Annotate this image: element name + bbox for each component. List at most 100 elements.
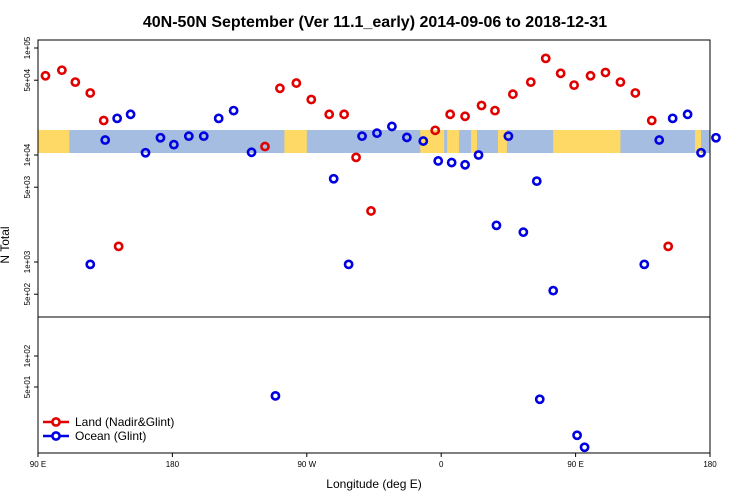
y-tick-label: 1e+03 (23, 250, 32, 273)
x-tick-label: 90 E (567, 460, 583, 469)
land-point (490, 105, 500, 116)
y-tick-label: 5e+04 (23, 68, 32, 91)
x-tick-label: 90 E (30, 460, 46, 469)
y-tick-label: 1e+02 (23, 344, 32, 367)
land-point (630, 88, 641, 98)
ocean-point (682, 109, 693, 120)
y-tick-label: 5e+02 (23, 282, 32, 305)
land-point (85, 88, 96, 98)
land-point (291, 78, 302, 88)
map-ocean (701, 130, 710, 153)
x-tick-label: 180 (703, 460, 717, 469)
land-point (275, 83, 285, 94)
ocean-point (518, 227, 529, 238)
map-ocean (620, 130, 696, 153)
ocean-point (270, 390, 281, 401)
ocean-point (531, 176, 542, 187)
ocean-point (460, 159, 470, 170)
ocean-point (696, 147, 706, 158)
ocean-point (112, 113, 123, 124)
ocean-point (446, 157, 457, 168)
legend: Land (Nadir&Glint)Ocean (Glint) (43, 415, 174, 443)
land-point (569, 80, 580, 91)
ocean-point (85, 259, 96, 270)
chart-title: 40N-50N September (Ver 11.1_early) 2014-… (143, 14, 607, 31)
ocean-point (228, 105, 239, 116)
y-tick-label: 1e+04 (23, 143, 32, 166)
upper-plot-frame (37, 39, 711, 318)
ocean-point (548, 285, 559, 296)
land-point (460, 111, 470, 122)
land-point (430, 125, 441, 136)
legend-marker-land (51, 417, 61, 427)
land-point (615, 77, 626, 88)
legend-label-ocean: Ocean (Glint) (75, 429, 146, 443)
x-tick-label: 180 (166, 460, 180, 469)
upper-y-axis: 1e+05 5e+04 1e+04 5e+03 1e+03 5e+02 (23, 36, 38, 305)
ocean-point (401, 132, 412, 143)
map-ocean (506, 130, 554, 153)
land-point (98, 115, 109, 126)
map-ocean (477, 130, 498, 153)
ocean-point (572, 430, 582, 441)
land-point (366, 206, 376, 216)
x-axis: 90 E 180 90 W 0 90 E 180 (30, 453, 717, 469)
land-point (40, 70, 51, 81)
ocean-point (654, 135, 665, 145)
y-tick-label: 5e+03 (23, 175, 32, 198)
land-point (585, 70, 596, 81)
ocean-point (100, 135, 111, 145)
land-point (555, 68, 566, 79)
x-axis-label: Longitude (deg E) (326, 477, 421, 491)
land-point (113, 241, 124, 252)
ocean-point (125, 109, 136, 120)
map-ocean (444, 130, 448, 153)
lower-plot-frame (37, 316, 711, 454)
ocean-point (639, 259, 650, 270)
ocean-point (155, 132, 166, 143)
map-strip (38, 130, 710, 153)
ocean-point (473, 150, 484, 160)
lower-y-axis: 1e+02 5e+01 (23, 344, 38, 398)
ocean-point (503, 131, 514, 142)
land-point (445, 109, 456, 120)
ocean-point (433, 156, 444, 166)
x-tick-label: 90 W (297, 460, 316, 469)
ocean-point (213, 113, 224, 124)
land-point (324, 109, 335, 120)
ocean-point (357, 131, 367, 142)
ocean-point (328, 173, 339, 184)
ocean-point (343, 259, 354, 270)
x-tick-label: 0 (439, 460, 444, 469)
ocean-point (372, 128, 382, 139)
ocean-point (491, 220, 502, 231)
legend-label-land: Land (Nadir&Glint) (75, 415, 174, 429)
ocean-point (667, 113, 678, 124)
y-axis-label: N Total (0, 226, 12, 263)
ocean-point (198, 131, 209, 142)
ocean-point (168, 139, 179, 150)
land-point (70, 77, 81, 88)
land-point (476, 100, 487, 111)
ocean-point (387, 121, 397, 132)
ocean-point (711, 132, 721, 143)
y-tick-label: 1e+05 (23, 36, 32, 59)
land-point (600, 67, 611, 78)
land-point (351, 152, 361, 163)
land-point (507, 89, 518, 100)
land-point (339, 109, 350, 120)
land-point (663, 241, 674, 252)
ocean-point (579, 442, 590, 453)
ocean-point (534, 394, 545, 405)
land-point (525, 77, 536, 88)
legend-marker-ocean (51, 431, 61, 441)
data-points (40, 53, 721, 453)
map-ocean (459, 130, 472, 153)
land-point (540, 53, 551, 64)
y-tick-label: 5e+01 (23, 375, 32, 398)
land-point (306, 94, 317, 105)
map-ocean (306, 130, 421, 153)
ocean-point (183, 131, 194, 142)
land-point (260, 141, 270, 152)
